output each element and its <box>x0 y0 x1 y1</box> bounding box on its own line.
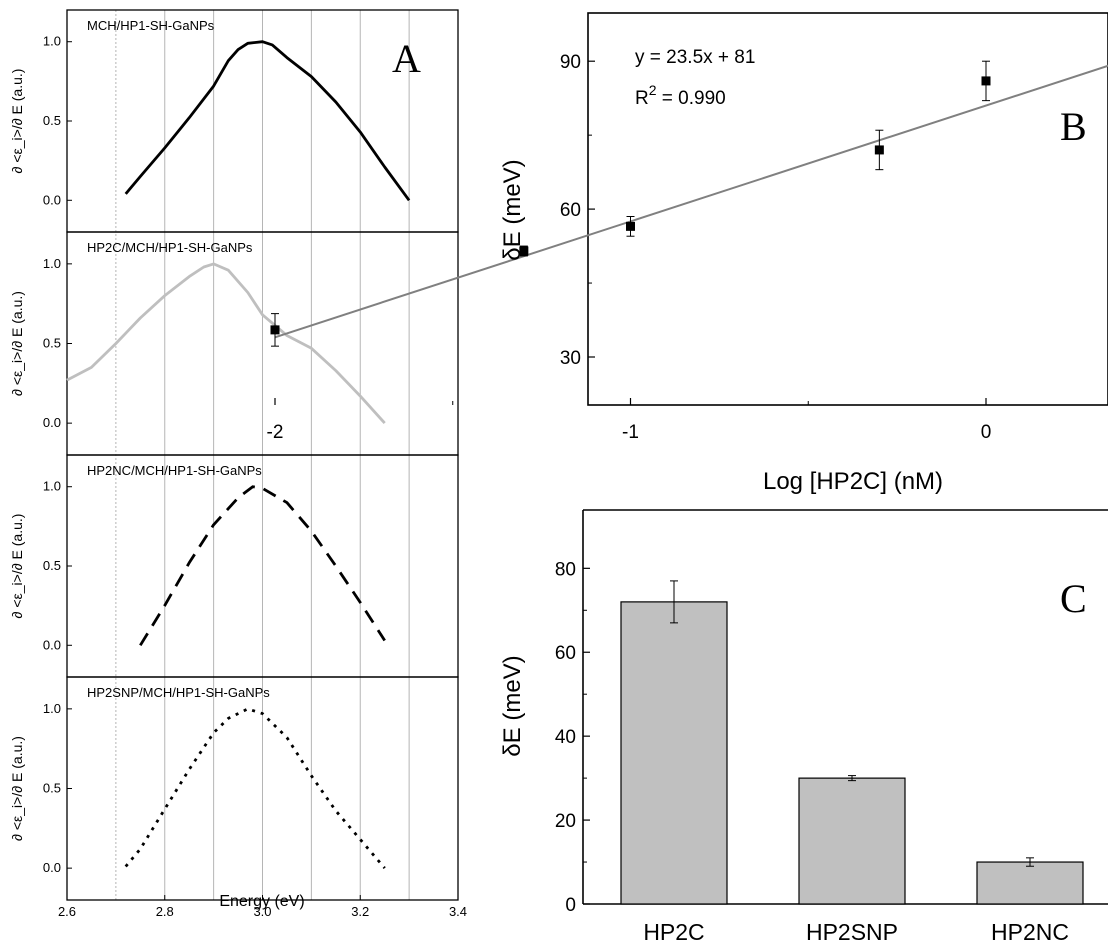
panel-a-series-line <box>66 262 386 425</box>
panel-a: 0.0 0.5 1.0 MCH/HP1-SH-GaNPs ∂ <ε_i>/∂ E (a.… <box>9 9 467 919</box>
panel-a-y-tick-label: 1.0 <box>43 479 61 494</box>
panel-b-point <box>981 76 991 86</box>
panel-c-y-tick-label: 80 <box>555 559 576 580</box>
panel-c-bar <box>976 861 1084 905</box>
panel-a-y-axis-label: ∂ <ε_i>/∂ E (a.u.) <box>9 291 25 396</box>
panel-a-subplot-title: HP2SNP/MCH/HP1-SH-GaNPs <box>87 685 270 700</box>
panel-a-y-tick-label: 0.0 <box>43 415 61 430</box>
panel-a-subplot-title: MCH/HP1-SH-GaNPs <box>87 18 215 33</box>
panel-b-x-tick-label: 0 <box>981 422 992 443</box>
panel-a-subplot: 0.0 0.5 1.0 HP2NC/MCH/HP1-SH-GaNPs ∂ <ε_i>/∂… <box>9 454 459 678</box>
panel-b-equation: y = 23.5x + 81 <box>635 47 755 68</box>
panel-b-point <box>519 246 529 256</box>
panel-b-r-squared: R2 = 0.990 <box>635 82 726 109</box>
panel-b-fit-line <box>274 64 1108 339</box>
panel-c-ticks: 0 20 40 60 80 <box>555 559 590 916</box>
panel-b-x-tick-label: -1 <box>622 422 639 443</box>
panel-b-y-axis-label: δE (meV) <box>499 159 526 260</box>
panel-a-subplot: 0.0 0.5 1.0 HP2C/MCH/HP1-SH-GaNPs ∂ <ε_i>/∂ … <box>9 231 459 456</box>
panel-a-y-axis-label: ∂ <ε_i>/∂ E (a.u.) <box>9 514 25 619</box>
panel-c-letter: C <box>1060 576 1087 621</box>
panel-a-subplot: 0.0 0.5 1.0 HP2SNP/MCH/HP1-SH-GaNPs ∂ <ε_i>/… <box>9 676 459 901</box>
panel-c-y-tick-label: 40 <box>555 727 576 748</box>
panel-a-y-tick-label: 0.5 <box>43 113 61 128</box>
panel-a-subplots: 0.0 0.5 1.0 MCH/HP1-SH-GaNPs ∂ <ε_i>/∂ E (a.… <box>9 9 459 901</box>
panel-a-y-tick-label: 1.0 <box>43 256 61 271</box>
panel-b-y-tick-label: 90 <box>560 52 581 73</box>
panel-c-y-axis-label: δE (meV) <box>499 655 526 756</box>
panel-c-bar <box>620 601 728 905</box>
panel-a-y-tick-label: 0.5 <box>43 336 61 351</box>
panel-a-y-tick-label: 1.0 <box>43 34 61 49</box>
panel-a-y-axis-label: ∂ <ε_i>/∂ E (a.u.) <box>9 69 25 174</box>
panel-a-x-tick-label: 3.4 <box>449 904 467 919</box>
panel-a-y-tick-label: 0.0 <box>43 637 61 652</box>
panel-b-ticks: -2 -1 0 30 60 90 <box>267 52 992 443</box>
panel-c-y-tick-label: 0 <box>565 895 576 916</box>
panel-a-y-tick-label: 0.5 <box>43 781 61 796</box>
panel-b-point <box>270 325 280 335</box>
panel-a-y-tick-label: 0.5 <box>43 558 61 573</box>
panel-c: 0 20 40 60 80 HP2C HP2SNP HP2NC C δE (meV) <box>499 509 1108 945</box>
panel-b-point <box>626 221 635 231</box>
panel-c-y-tick-label: 60 <box>555 643 576 664</box>
panel-c-bars: HP2C HP2SNP HP2NC <box>620 580 1084 945</box>
panel-b-letter: B <box>1060 104 1087 149</box>
panel-b-point <box>874 145 884 155</box>
panel-a-subplot-title: HP2NC/MCH/HP1-SH-GaNPs <box>87 463 262 478</box>
panel-c-category-label: HP2NC <box>991 919 1069 945</box>
panel-b-y-tick-label: 60 <box>560 200 581 221</box>
panel-a-x-tick-label: 2.6 <box>58 904 76 919</box>
panel-b-r-squared-value: = 0.990 <box>657 88 726 109</box>
panel-a-letter: A <box>392 36 421 81</box>
panel-a-subplot: 0.0 0.5 1.0 MCH/HP1-SH-GaNPs ∂ <ε_i>/∂ E (a.… <box>9 9 459 233</box>
panel-c-y-tick-label: 20 <box>555 811 576 832</box>
panel-a-x-axis: 2.6 2.8 3.0 3.2 3.4 <box>58 895 467 919</box>
panel-b-x-axis-label: Log [HP2C] (nM) <box>763 468 943 495</box>
panel-a-subplot-title: HP2C/MCH/HP1-SH-GaNPs <box>87 240 253 255</box>
panel-a-y-axis-label: ∂ <ε_i>/∂ E (a.u.) <box>9 736 25 841</box>
panel-b-y-tick-label: 30 <box>560 348 581 369</box>
panel-a-x-axis-label: Energy (eV) <box>219 893 304 910</box>
panel-a-x-tick-label: 3.0 <box>253 904 271 919</box>
panel-a-y-tick-label: 0.0 <box>43 860 61 875</box>
panel-c-category-label: HP2C <box>643 919 704 945</box>
panel-b-points <box>270 60 991 347</box>
panel-c-bar <box>798 777 906 905</box>
panel-c-category-label: HP2SNP <box>806 919 898 945</box>
panel-a-x-tick-label: 2.8 <box>156 904 174 919</box>
panel-b-r-squared-sup: 2 <box>649 82 657 98</box>
panel-a-y-tick-label: 1.0 <box>43 701 61 716</box>
panel-b-x-tick-label: -2 <box>267 422 284 443</box>
panel-b-r-squared-r: R <box>635 88 649 109</box>
panel-a-y-tick-label: 0.0 <box>43 192 61 207</box>
panel-a-series-line <box>124 40 411 202</box>
panel-a-x-tick-label: 3.2 <box>351 904 369 919</box>
